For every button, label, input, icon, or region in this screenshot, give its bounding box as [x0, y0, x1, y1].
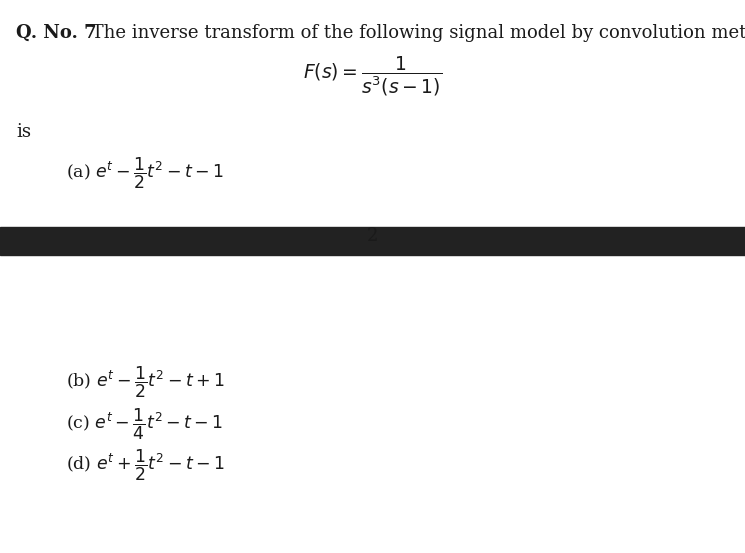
Bar: [0, 227, 745, 255]
Text: is: is: [16, 123, 31, 141]
Text: The inverse transform of the following signal model by convolution method: The inverse transform of the following s…: [86, 24, 745, 42]
Text: (a) $e^t - \dfrac{1}{2}t^2 - t - 1$: (a) $e^t - \dfrac{1}{2}t^2 - t - 1$: [66, 156, 224, 191]
Text: (c) $e^t - \dfrac{1}{4}t^2 - t - 1$: (c) $e^t - \dfrac{1}{4}t^2 - t - 1$: [66, 406, 223, 442]
Text: 2: 2: [367, 227, 378, 245]
Text: (d) $e^t + \dfrac{1}{2}t^2 - t - 1$: (d) $e^t + \dfrac{1}{2}t^2 - t - 1$: [66, 448, 224, 483]
Text: Q. No. 7: Q. No. 7: [16, 24, 97, 42]
Text: (b) $e^t - \dfrac{1}{2}t^2 - t + 1$: (b) $e^t - \dfrac{1}{2}t^2 - t + 1$: [66, 365, 224, 400]
Text: $F(s) = \dfrac{1}{s^3(s-1)}$: $F(s) = \dfrac{1}{s^3(s-1)}$: [303, 55, 442, 98]
